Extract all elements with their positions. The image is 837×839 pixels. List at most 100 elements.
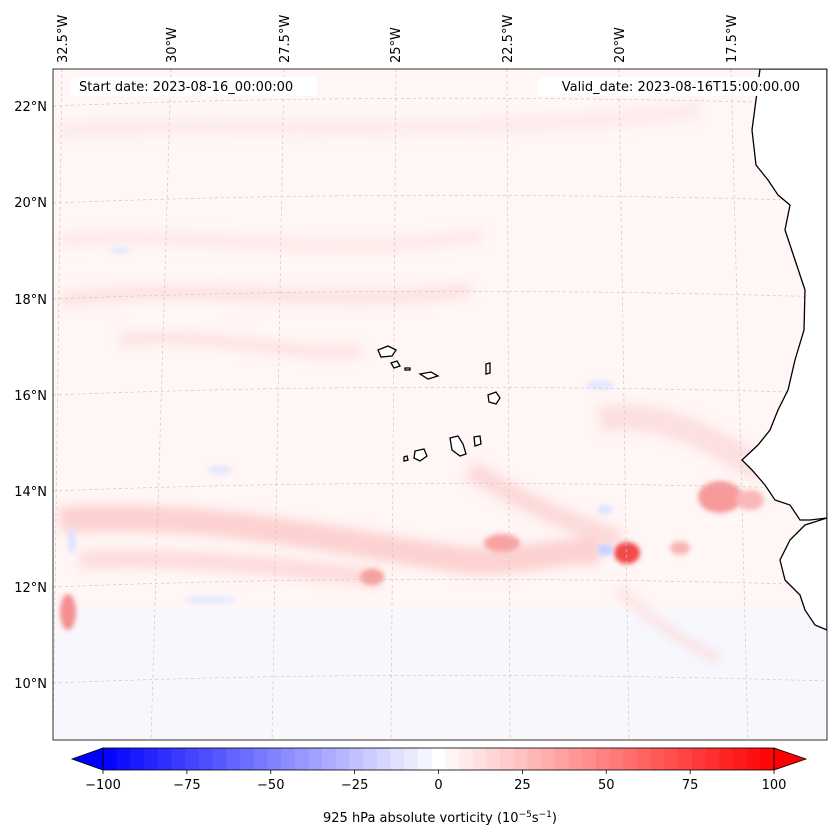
island-fogo bbox=[413, 448, 428, 462]
colorbar-band bbox=[472, 748, 488, 770]
graticule bbox=[53, 69, 827, 740]
colorbar-band bbox=[157, 748, 173, 770]
colorbar-band bbox=[198, 748, 214, 770]
colorbar-band bbox=[185, 748, 200, 770]
colorbar-band bbox=[130, 748, 145, 770]
colorbar-band bbox=[171, 748, 186, 770]
island-santo-antao bbox=[377, 345, 397, 358]
island-sao-nicolau bbox=[418, 371, 440, 380]
colorbar-extend-min bbox=[70, 747, 104, 771]
colorbar-tick-label: 0 bbox=[434, 778, 442, 793]
colorbar-band bbox=[103, 748, 118, 770]
colorbar-band bbox=[623, 748, 638, 770]
valid-date-text: Valid_date: 2023-08-16T15:00:00.00 bbox=[562, 80, 800, 95]
guinea-coastline bbox=[779, 517, 827, 631]
lat-label-20n: 20°N bbox=[14, 196, 47, 211]
colorbar-band bbox=[568, 748, 583, 770]
colorbar-band bbox=[650, 748, 666, 770]
colorbar-band bbox=[404, 748, 419, 770]
longitude-labels: 32.5°W 30°W 27.5°W 25°W 22.5°W 20°W 17.5… bbox=[56, 15, 740, 63]
lat-label-14n: 14°N bbox=[14, 485, 47, 500]
colorbar-band bbox=[500, 748, 515, 770]
island-sao-vicente bbox=[390, 360, 401, 369]
lat-label-22n: 22°N bbox=[14, 100, 47, 115]
start-date-box bbox=[71, 77, 317, 96]
colorbar-band bbox=[746, 748, 761, 770]
lat-label-16n: 16°N bbox=[14, 389, 47, 404]
colorbar-band bbox=[732, 748, 748, 770]
lon-label-30w: 30°W bbox=[165, 27, 180, 63]
colorbar-tick-label: 25 bbox=[514, 778, 531, 793]
colorbar-band bbox=[595, 748, 611, 770]
lat-label-12n: 12°N bbox=[14, 581, 47, 596]
island-boa-vista bbox=[487, 391, 501, 405]
colorbar-band bbox=[691, 748, 707, 770]
colorbar-band bbox=[459, 748, 474, 770]
colorbar-band bbox=[554, 748, 570, 770]
island-sal bbox=[485, 362, 491, 375]
island-brava bbox=[403, 455, 409, 462]
colorbar-band bbox=[513, 748, 529, 770]
field-south-band bbox=[53, 610, 827, 740]
lat-label-10n: 10°N bbox=[14, 677, 47, 692]
colorbar-band bbox=[349, 748, 364, 770]
colorbar-tick-label: −100 bbox=[85, 778, 121, 793]
colorbar-band bbox=[705, 748, 720, 770]
field-streaks bbox=[59, 102, 768, 665]
cape-verde-islands bbox=[377, 345, 501, 462]
island-maio bbox=[473, 435, 482, 447]
valid-date-box bbox=[538, 77, 808, 96]
latitude-labels: 22°N 20°N 18°N 16°N 14°N 12°N 10°N bbox=[14, 100, 47, 692]
colorbar-band bbox=[486, 748, 501, 770]
start-date-text: Start date: 2023-08-16_00:00:00 bbox=[79, 80, 293, 95]
colorbar-band bbox=[417, 748, 433, 770]
colorbar-band bbox=[116, 748, 131, 770]
colorbar-band bbox=[541, 748, 556, 770]
colorbar-tick-label: 50 bbox=[598, 778, 615, 793]
colorbar-band bbox=[376, 748, 392, 770]
colorbar-band bbox=[678, 748, 693, 770]
colorbar-band bbox=[253, 748, 268, 770]
lon-label-22-5w: 22.5°W bbox=[501, 15, 516, 63]
lon-label-32-5w: 32.5°W bbox=[56, 15, 71, 63]
colorbar-extend-max bbox=[773, 747, 808, 771]
colorbar-ticks: −100 −75 −50 −25 0 25 50 75 100 bbox=[85, 770, 786, 793]
colorbar-band bbox=[239, 748, 255, 770]
colorbar-band bbox=[760, 748, 775, 770]
lon-label-27-5w: 27.5°W bbox=[278, 15, 293, 63]
colorbar-tick-label: 100 bbox=[762, 778, 787, 793]
colorbar-band bbox=[637, 748, 652, 770]
colorbar-band bbox=[294, 748, 309, 770]
colorbar-band bbox=[363, 748, 378, 770]
field-hotspots bbox=[60, 246, 764, 630]
colorbar: −100 −75 −50 −25 0 25 50 75 100 925 hPa absolute… bbox=[70, 747, 808, 826]
colorbar-band bbox=[390, 748, 405, 770]
colorbar-band bbox=[445, 748, 460, 770]
map-panel: Start date: 2023-08-16_00:00:00 Valid_da… bbox=[52, 68, 828, 741]
colorbar-band bbox=[267, 748, 282, 770]
colorbar-tick-label: −25 bbox=[341, 778, 368, 793]
colorbar-band bbox=[609, 748, 624, 770]
colorbar-band bbox=[719, 748, 734, 770]
africa-coastline bbox=[741, 69, 827, 521]
colorbar-band bbox=[212, 748, 227, 770]
colorbar-band bbox=[335, 748, 351, 770]
vorticity-field bbox=[53, 69, 827, 740]
colorbar-band bbox=[431, 748, 446, 770]
colorbar-band bbox=[226, 748, 241, 770]
colorbar-tick-label: −50 bbox=[257, 778, 284, 793]
colorbar-tick-label: 75 bbox=[682, 778, 699, 793]
colorbar-label: 925 hPa absolute vorticity (10−5s−1) bbox=[323, 810, 557, 826]
map-frame bbox=[52, 68, 828, 741]
colorbar-band bbox=[281, 748, 296, 770]
colorbar-band bbox=[308, 748, 323, 770]
colorbar-band bbox=[527, 748, 542, 770]
colorbar-band bbox=[582, 748, 597, 770]
island-santiago bbox=[449, 435, 467, 457]
lon-label-25w: 25°W bbox=[389, 27, 404, 63]
colorbar-band bbox=[144, 748, 159, 770]
island-santa-luzia bbox=[404, 367, 411, 371]
lon-label-17-5w: 17.5°W bbox=[725, 15, 740, 63]
lat-label-18n: 18°N bbox=[14, 293, 47, 308]
